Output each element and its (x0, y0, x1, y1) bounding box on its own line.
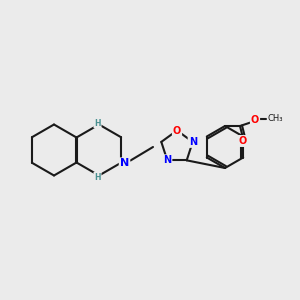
Text: N: N (163, 155, 171, 165)
Text: O: O (173, 125, 181, 136)
Text: H: H (94, 172, 101, 182)
Text: H: H (94, 118, 101, 127)
Text: N: N (120, 158, 129, 169)
Text: O: O (239, 136, 247, 146)
Text: N: N (189, 137, 197, 147)
Text: O: O (251, 115, 259, 125)
Text: CH₃: CH₃ (267, 114, 283, 123)
